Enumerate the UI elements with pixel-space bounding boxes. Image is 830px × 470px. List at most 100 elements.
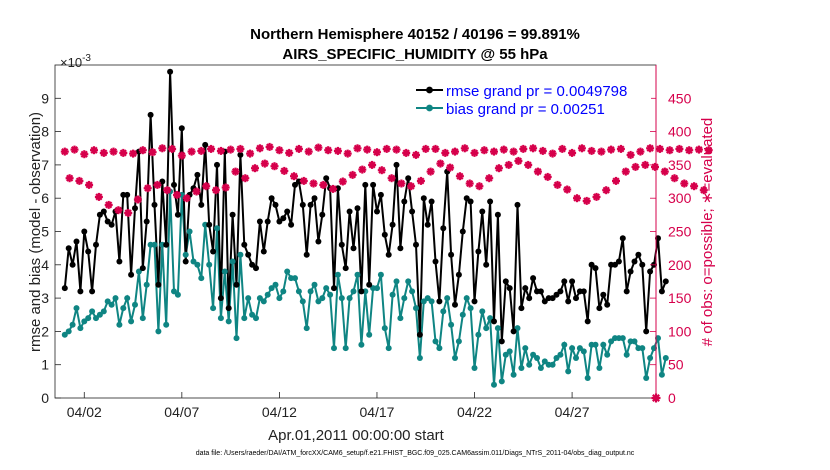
obs-evaluated-marker [338, 177, 347, 186]
obs-possible-marker-stroke [451, 148, 459, 156]
obs-possible-marker [226, 145, 235, 154]
obs-evaluated-marker [231, 167, 240, 176]
bias-point [264, 291, 271, 298]
obs-possible-marker [431, 144, 440, 153]
obs-evaluated-marker-stroke [290, 172, 298, 180]
obs-possible-marker [568, 148, 577, 157]
rmse-point [214, 161, 220, 168]
rmse-point [362, 181, 369, 188]
obs-evaluated-marker [602, 186, 611, 195]
obs-evaluated-marker-stroke [251, 164, 259, 172]
obs-possible-marker [70, 145, 79, 154]
rmse-point [225, 305, 232, 312]
rmse-point [498, 338, 505, 345]
rmse-point [104, 218, 111, 225]
bias-point [366, 331, 373, 338]
bias-point [323, 285, 330, 292]
bias-point [155, 328, 162, 335]
obs-evaluated-marker [309, 179, 318, 188]
bias-point [491, 381, 497, 388]
bias-point [61, 331, 68, 338]
obs-possible-marker [129, 149, 138, 158]
rmse-point [471, 298, 478, 305]
rmse-point [174, 211, 181, 218]
obs-possible-marker-stroke [207, 145, 215, 153]
bias-point [471, 365, 478, 371]
obs-evaluated-marker-stroke [573, 194, 581, 202]
obs-possible-marker [236, 144, 245, 153]
obs-possible-marker [616, 144, 625, 153]
obs-possible-marker-stroke [256, 144, 264, 152]
rmse-point [494, 211, 501, 218]
bias-point [73, 305, 80, 312]
y-right-tick-label: 300 [668, 190, 692, 206]
rmse-point [163, 241, 170, 248]
obs-evaluated-marker [114, 206, 123, 215]
obs-possible-marker-stroke [168, 145, 176, 153]
obs-evaluated-marker [133, 195, 142, 204]
rmse-point [116, 258, 123, 265]
bias-point [253, 315, 259, 322]
bias-point [448, 321, 455, 328]
rmse-point [662, 278, 669, 285]
obs-possible-marker-stroke [685, 146, 693, 154]
data-file-footer: data file: /Users/raeder/DAI/ATM_forcXX/… [195, 450, 635, 457]
rmse-point [93, 241, 99, 248]
obs-possible-marker-stroke [695, 146, 703, 154]
bias-point [518, 365, 525, 371]
obs-possible-marker-stroke [227, 146, 235, 154]
obs-evaluated-marker-stroke [241, 174, 249, 182]
bias-point [120, 305, 127, 312]
rmse-point [319, 211, 326, 218]
rmse-point [385, 251, 392, 258]
bias-point [260, 298, 267, 305]
obs-evaluated-marker-stroke [173, 191, 181, 199]
obs-possible-marker [138, 146, 147, 155]
obs-evaluated-marker [387, 174, 396, 183]
obs-evaluated-marker-stroke [348, 171, 357, 179]
obs-evaluated-marker [212, 186, 220, 195]
bias-point [85, 315, 92, 322]
obs-possible-marker [60, 147, 69, 156]
obs-evaluated-marker [475, 182, 484, 191]
obs-evaluated-marker-stroke [212, 186, 220, 194]
rmse-point [584, 318, 591, 325]
obs-evaluated-marker [631, 162, 640, 171]
bias-point [194, 261, 201, 268]
rmse-point [565, 298, 572, 305]
obs-possible-marker-stroke [178, 151, 186, 160]
bias-point [498, 378, 505, 385]
obs-evaluated-marker-stroke [436, 159, 444, 168]
x-tick-label: 04/02 [67, 404, 102, 420]
obs-evaluated-marker-stroke [544, 173, 552, 181]
rmse-point [475, 248, 482, 255]
obs-evaluated-marker-stroke [124, 209, 132, 217]
bias-point [104, 298, 111, 305]
obs-possible-marker-stroke [266, 143, 274, 151]
obs-evaluated-marker-stroke [75, 177, 83, 185]
y-right-tick-label: 50 [668, 357, 684, 373]
obs-possible-marker [353, 144, 362, 153]
bias-point [623, 351, 630, 358]
bias-point [432, 338, 439, 345]
obs-possible-marker [470, 148, 479, 157]
bias-point [479, 308, 486, 315]
y-right-tick-label: 100 [668, 323, 692, 339]
obs-possible-marker-stroke [392, 146, 401, 154]
bias-point [592, 341, 599, 348]
obs-evaluated-marker [260, 159, 269, 168]
bias-point [241, 315, 248, 322]
rmse-point [424, 221, 431, 228]
obs-evaluated-marker-stroke [329, 185, 337, 193]
obs-evaluated-marker-stroke [466, 179, 474, 188]
y-right-tick-label: 0 [668, 390, 676, 406]
bias-point [405, 278, 412, 285]
rmse-point [268, 195, 275, 202]
obs-possible-marker-stroke [305, 148, 313, 156]
obs-evaluated-marker-stroke [280, 167, 288, 175]
bias-point [229, 258, 236, 265]
obs-possible-marker-stroke [431, 145, 440, 153]
obs-evaluated-marker-stroke [427, 167, 435, 176]
y-exponent-label: ×10-3 [60, 53, 91, 70]
obs-possible-marker [177, 151, 186, 160]
